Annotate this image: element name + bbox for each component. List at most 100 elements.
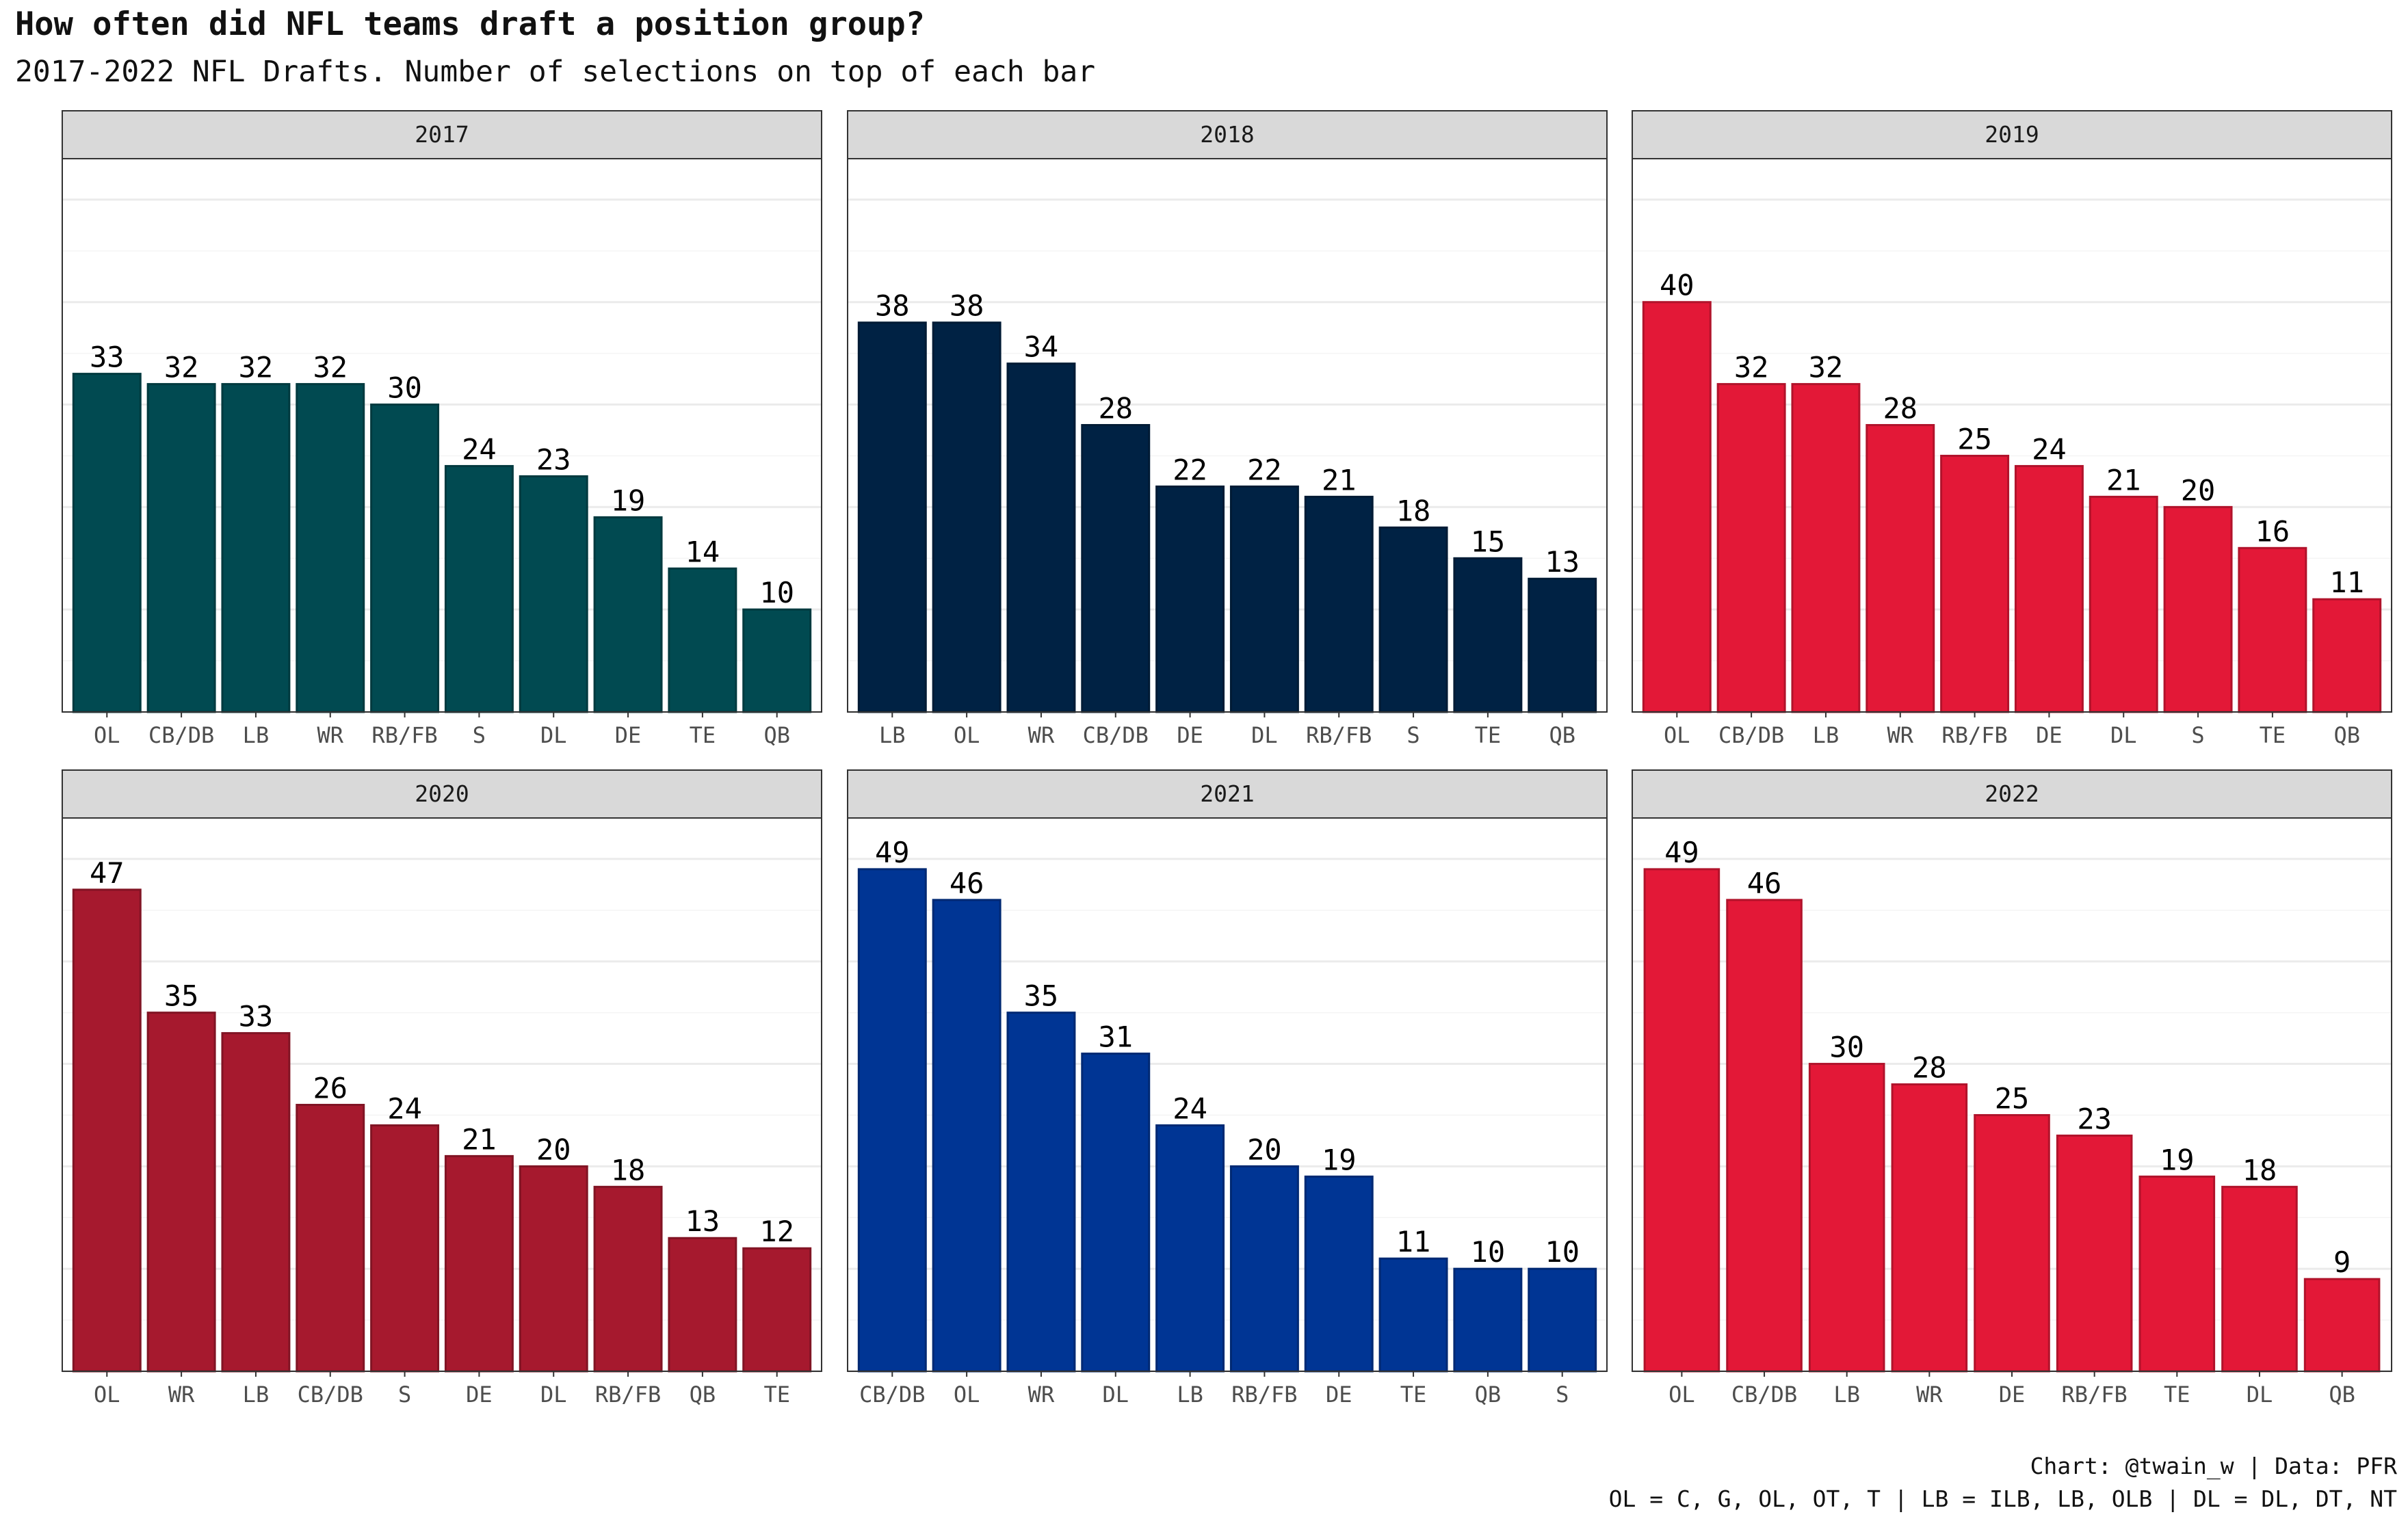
- chart-title: How often did NFL teams draft a position…: [15, 5, 925, 43]
- facet-panel-2021: 2021 49 CB/DB 46 OL 35 WR 31 DL 24 LB 20 RB/FB 19 DE 11…: [847, 769, 1608, 1408]
- bar-value-label: 32: [1809, 351, 1844, 384]
- x-tick-label: CB/DB: [1718, 722, 1784, 748]
- bar-RB/FB: [1229, 1165, 1299, 1373]
- bar-RB/FB: [1304, 495, 1374, 713]
- facet-panel-2018: 2018 38 LB 38 OL 34 WR 28 CB/DB 22 DE 22 DL 21 RB/FB 18…: [847, 110, 1608, 748]
- x-tick-label: LB: [1833, 1382, 1860, 1408]
- bar-TE: [668, 567, 737, 713]
- x-tick-label: TE: [690, 722, 716, 748]
- bar-value-label: 24: [1173, 1092, 1207, 1125]
- bar-WR: [1891, 1083, 1968, 1373]
- caption-legend-note: OL = C, G, OL, OT, T | LB = ILB, LB, OLB…: [1608, 1485, 2397, 1512]
- bar-LB: [221, 383, 291, 713]
- bar-value-label: 18: [1396, 494, 1431, 527]
- panel-border: [1632, 158, 2392, 713]
- bar-WR: [1006, 1012, 1076, 1373]
- bar-TE: [2138, 1175, 2216, 1373]
- facet-strip-label: 2018: [1200, 121, 1254, 148]
- bar-S: [370, 1124, 440, 1373]
- bar-QB: [668, 1237, 737, 1373]
- bar-value-label: 35: [1024, 979, 1059, 1013]
- x-tick-label: CB/DB: [298, 1382, 363, 1408]
- bar-value-label: 25: [1957, 422, 1992, 455]
- bar-CB/DB: [146, 383, 216, 713]
- bar-value-label: 40: [1660, 269, 1694, 302]
- panel-border: [847, 817, 1608, 1372]
- facet-panel-2017: 2017 33 OL 32 CB/DB 32 LB 32 WR 30 RB/FB 24 S 23 DL 19 D…: [62, 110, 822, 748]
- bar-WR: [146, 1012, 216, 1373]
- bar-CB/DB: [1081, 424, 1151, 713]
- panel-border: [62, 158, 822, 713]
- bar-QB: [1528, 577, 1597, 713]
- x-tick-label: OL: [1664, 722, 1690, 748]
- bar-LB: [857, 321, 927, 713]
- bar-value-label: 14: [685, 535, 720, 568]
- bar-value-label: 35: [164, 979, 199, 1013]
- bar-value-label: 22: [1173, 453, 1207, 486]
- facet-strip: [1632, 110, 2392, 159]
- bar-value-label: 18: [611, 1153, 646, 1187]
- x-tick-label: DL: [2110, 722, 2137, 748]
- bar-value-label: 16: [2255, 514, 2290, 548]
- bar-OL: [932, 321, 1002, 713]
- bar-TE: [1378, 1257, 1448, 1373]
- x-tick-label: OL: [94, 1382, 120, 1408]
- x-tick-label: QB: [2333, 722, 2360, 748]
- bar-value-label: 10: [1471, 1235, 1506, 1269]
- bar-value-label: 26: [313, 1071, 348, 1105]
- bar-LB: [1808, 1063, 1885, 1373]
- bar-OL: [72, 888, 142, 1373]
- bar-DL: [2221, 1185, 2298, 1373]
- bar-DE: [2014, 464, 2084, 713]
- bar-value-label: 13: [685, 1204, 720, 1238]
- bar-value-label: 19: [611, 484, 646, 517]
- caption: Chart: @twain_w | Data: PFR OL = C, G, O…: [1609, 1450, 2397, 1516]
- bar-value-label: 10: [759, 576, 794, 609]
- bar-RB/FB: [593, 1185, 663, 1373]
- bar-value-label: 20: [536, 1133, 571, 1166]
- bar-value-label: 49: [875, 836, 910, 869]
- facet-strip-label: 2017: [415, 121, 469, 148]
- caption-credit: Chart: @twain_w | Data: PFR: [2030, 1453, 2397, 1479]
- bar-CB/DB: [1716, 383, 1786, 713]
- x-tick-label: DE: [1999, 1382, 2026, 1408]
- bar-value-label: 25: [1995, 1081, 2030, 1115]
- bar-RB/FB: [370, 404, 440, 713]
- bar-DE: [593, 516, 663, 713]
- bar-CB/DB: [857, 868, 927, 1373]
- panel-border: [847, 158, 1608, 713]
- bar-S: [444, 464, 514, 713]
- x-tick-label: QB: [2329, 1382, 2355, 1408]
- x-tick-label: RB/FB: [1941, 722, 2007, 748]
- facet-strip: [847, 769, 1608, 819]
- x-tick-label: WR: [1916, 1382, 1943, 1408]
- bar-value-label: 30: [387, 371, 422, 405]
- bar-QB: [1453, 1267, 1523, 1373]
- x-tick-label: DL: [540, 722, 567, 748]
- bar-value-label: 19: [2160, 1143, 2195, 1176]
- x-tick-label: CB/DB: [1731, 1382, 1797, 1408]
- bar-value-label: 21: [1322, 463, 1357, 497]
- x-tick-label: LB: [879, 722, 906, 748]
- facet-strip-label: 2021: [1200, 780, 1254, 807]
- bar-value-label: 28: [1098, 392, 1133, 425]
- facet-panel-2022: 2022 49 OL 46 CB/DB 30 LB 28 WR 25 DE 23 RB/FB 19 TE 18…: [1632, 769, 2392, 1408]
- bar-DL: [1081, 1053, 1151, 1373]
- x-tick-label: TE: [1475, 722, 1502, 748]
- x-tick-label: WR: [168, 1382, 195, 1408]
- panel-border: [1632, 817, 2392, 1372]
- x-tick-label: DE: [466, 1382, 493, 1408]
- facet-strip-label: 2020: [415, 780, 469, 807]
- x-tick-label: TE: [1400, 1382, 1427, 1408]
- bar-value-label: 33: [239, 1000, 274, 1033]
- x-tick-label: S: [1556, 1382, 1569, 1408]
- bar-value-label: 20: [1247, 1133, 1282, 1166]
- bar-value-label: 46: [1747, 867, 1782, 900]
- bar-WR: [1006, 362, 1076, 713]
- x-tick-label: TE: [2260, 722, 2286, 748]
- facet-strip: [62, 769, 822, 819]
- bar-WR: [1866, 424, 1935, 713]
- bar-QB: [742, 608, 812, 713]
- x-tick-label: S: [473, 722, 486, 748]
